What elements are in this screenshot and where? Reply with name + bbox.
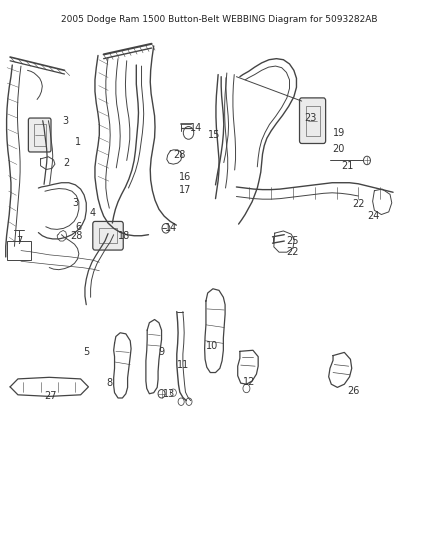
Text: 22: 22 — [286, 247, 298, 257]
Text: 15: 15 — [208, 130, 220, 140]
Text: 25: 25 — [286, 236, 298, 246]
FancyBboxPatch shape — [300, 98, 325, 143]
Text: 17: 17 — [179, 184, 191, 195]
Text: 9: 9 — [159, 348, 165, 358]
Text: 16: 16 — [179, 172, 191, 182]
Text: 26: 26 — [348, 386, 360, 396]
Text: 3: 3 — [72, 198, 78, 208]
Text: 5: 5 — [83, 348, 89, 358]
Bar — [7, 241, 31, 260]
Text: 27: 27 — [44, 391, 57, 401]
Text: 22: 22 — [352, 199, 364, 209]
FancyBboxPatch shape — [93, 221, 123, 250]
Text: 14: 14 — [165, 223, 177, 233]
Text: 1: 1 — [74, 137, 81, 147]
Text: 21: 21 — [341, 161, 353, 171]
Text: 2005 Dodge Ram 1500 Button-Belt WEBBING Diagram for 5093282AB: 2005 Dodge Ram 1500 Button-Belt WEBBING … — [61, 14, 377, 23]
Text: 12: 12 — [243, 377, 256, 387]
FancyBboxPatch shape — [28, 118, 51, 152]
Text: 13: 13 — [163, 389, 175, 399]
Text: 10: 10 — [206, 341, 219, 351]
Text: 23: 23 — [304, 113, 317, 123]
Text: 4: 4 — [90, 208, 96, 219]
Text: 24: 24 — [367, 211, 380, 221]
Text: 6: 6 — [76, 222, 82, 232]
Bar — [306, 106, 320, 135]
Text: 11: 11 — [177, 360, 190, 369]
Text: 8: 8 — [106, 378, 113, 388]
Text: 19: 19 — [332, 128, 345, 138]
Text: 14: 14 — [190, 123, 202, 133]
Text: 28: 28 — [70, 231, 82, 241]
Text: 2: 2 — [64, 158, 70, 168]
Text: 28: 28 — [173, 150, 186, 160]
Text: 3: 3 — [63, 116, 69, 126]
Bar — [34, 124, 46, 146]
Bar — [99, 228, 117, 243]
Text: 18: 18 — [118, 231, 130, 241]
Text: 7: 7 — [17, 236, 23, 246]
Text: 20: 20 — [332, 144, 345, 154]
